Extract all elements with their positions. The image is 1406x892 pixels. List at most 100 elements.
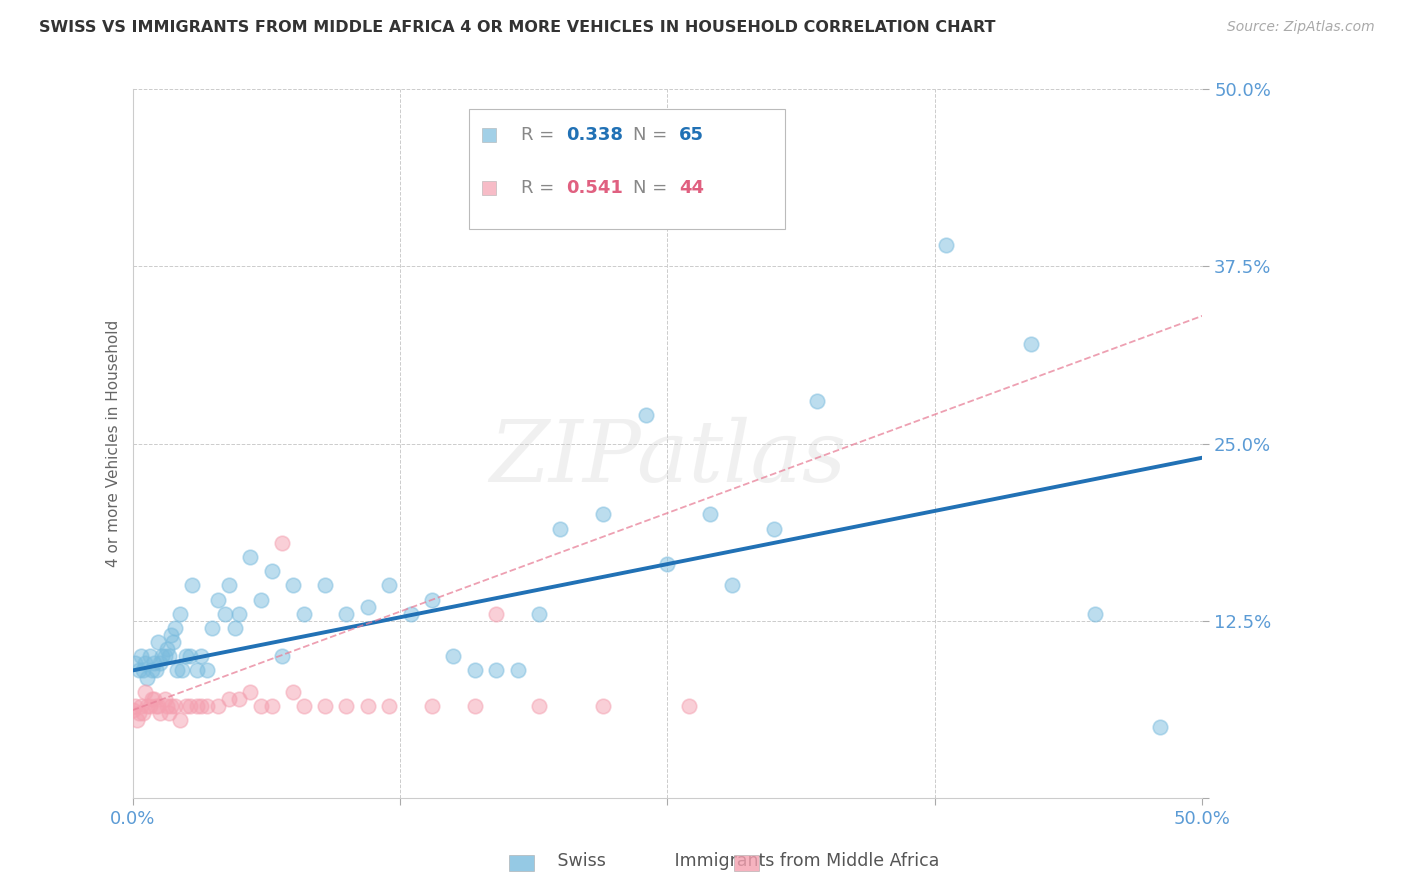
Point <box>169 607 191 621</box>
Point <box>186 664 208 678</box>
Text: SWISS VS IMMIGRANTS FROM MIDDLE AFRICA 4 OR MORE VEHICLES IN HOUSEHOLD CORRELATI: SWISS VS IMMIGRANTS FROM MIDDLE AFRICA 4… <box>39 20 995 35</box>
Point <box>357 599 380 614</box>
Point <box>399 607 422 621</box>
Point <box>153 649 176 664</box>
Point <box>806 394 828 409</box>
Point <box>527 698 550 713</box>
Point <box>134 685 156 699</box>
Point <box>125 713 148 727</box>
Point <box>179 649 201 664</box>
Point <box>157 649 180 664</box>
Point <box>148 635 170 649</box>
Point <box>160 698 183 713</box>
Point <box>271 536 294 550</box>
Text: 65: 65 <box>679 126 704 144</box>
Point <box>141 691 163 706</box>
Point <box>260 698 283 713</box>
Point <box>935 238 957 252</box>
Point <box>142 657 165 671</box>
Point <box>156 642 179 657</box>
Point <box>142 691 165 706</box>
Point <box>720 578 742 592</box>
Point <box>134 657 156 671</box>
Point <box>527 607 550 621</box>
Point <box>145 698 167 713</box>
Point <box>260 564 283 578</box>
Point <box>121 703 143 717</box>
Point <box>166 664 188 678</box>
Point <box>420 592 443 607</box>
Point <box>207 698 229 713</box>
Point <box>1084 607 1107 621</box>
Point <box>218 578 240 592</box>
Point <box>201 621 224 635</box>
Point <box>145 664 167 678</box>
Point <box>124 698 146 713</box>
Point <box>335 698 357 713</box>
Point <box>129 649 152 664</box>
Point <box>138 698 160 713</box>
Point <box>156 698 179 713</box>
Point <box>550 522 572 536</box>
Point <box>420 698 443 713</box>
Point <box>207 592 229 607</box>
Point <box>136 671 159 685</box>
Point <box>190 698 212 713</box>
Point <box>281 578 304 592</box>
Point <box>162 635 184 649</box>
Text: N =: N = <box>633 126 673 144</box>
Point <box>197 698 219 713</box>
Point <box>592 508 614 522</box>
Point <box>271 649 294 664</box>
Point <box>464 664 486 678</box>
Point <box>314 698 336 713</box>
Text: R =: R = <box>520 126 560 144</box>
Point <box>179 698 201 713</box>
Text: Immigrants from Middle Africa: Immigrants from Middle Africa <box>636 852 939 870</box>
Text: 0.338: 0.338 <box>565 126 623 144</box>
Point <box>228 607 250 621</box>
Point <box>152 649 174 664</box>
Point <box>1019 337 1042 351</box>
Text: ZIPatlas: ZIPatlas <box>489 417 846 499</box>
Point <box>335 607 357 621</box>
Point <box>250 698 273 713</box>
Point <box>485 664 508 678</box>
Point <box>160 628 183 642</box>
Point <box>485 607 508 621</box>
Point <box>634 408 657 422</box>
Point <box>148 698 170 713</box>
Y-axis label: 4 or more Vehicles in Household: 4 or more Vehicles in Household <box>107 320 121 567</box>
Point <box>128 664 150 678</box>
Point <box>657 181 679 195</box>
Point <box>190 649 212 664</box>
Point <box>129 698 152 713</box>
Point <box>214 607 236 621</box>
Point <box>239 549 262 564</box>
Point <box>174 649 197 664</box>
Point <box>239 685 262 699</box>
Point <box>132 664 155 678</box>
Point <box>250 592 273 607</box>
Text: Source: ZipAtlas.com: Source: ZipAtlas.com <box>1227 20 1375 34</box>
Point <box>181 578 204 592</box>
Text: 0.541: 0.541 <box>565 179 623 197</box>
Point <box>1149 720 1171 734</box>
Point <box>292 607 315 621</box>
Point <box>157 706 180 720</box>
Point <box>281 685 304 699</box>
Point <box>464 698 486 713</box>
Point <box>128 706 150 720</box>
Point <box>132 706 155 720</box>
Text: 44: 44 <box>679 179 704 197</box>
Point <box>443 649 465 664</box>
Point <box>314 578 336 592</box>
Point <box>678 181 700 195</box>
Point <box>165 621 187 635</box>
Point <box>186 698 208 713</box>
Point <box>506 664 529 678</box>
Point <box>292 698 315 713</box>
Point <box>149 657 172 671</box>
Point <box>378 578 401 592</box>
Point <box>141 664 163 678</box>
